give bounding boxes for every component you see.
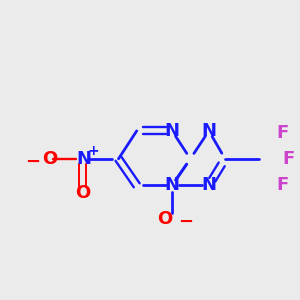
Text: F: F: [283, 150, 295, 168]
Text: −: −: [178, 213, 193, 231]
Text: N: N: [76, 150, 91, 168]
Text: +: +: [88, 145, 99, 158]
Text: N: N: [165, 122, 180, 140]
Text: O: O: [42, 150, 57, 168]
Text: O: O: [157, 210, 172, 228]
Text: N: N: [165, 176, 180, 194]
Text: F: F: [277, 124, 289, 142]
Text: O: O: [75, 184, 90, 202]
Text: F: F: [277, 176, 289, 194]
Text: N: N: [201, 122, 216, 140]
Text: N: N: [201, 176, 216, 194]
Text: −: −: [26, 153, 41, 171]
